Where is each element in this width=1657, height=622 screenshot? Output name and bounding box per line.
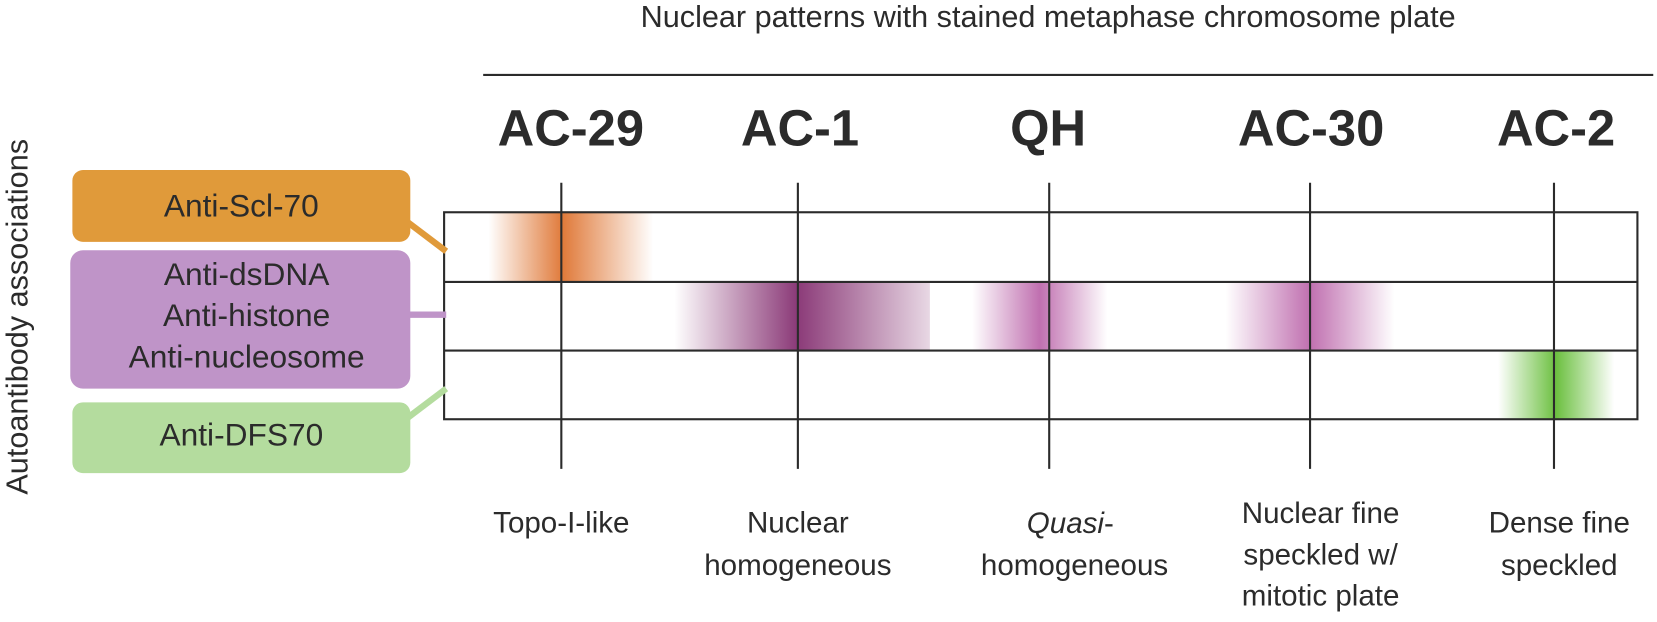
side-label: Autoantibody associations [1, 139, 35, 495]
antibody-box [72, 170, 411, 242]
title: Nuclear patterns with stained metaphase … [641, 0, 1456, 34]
pattern-description: homogeneous [981, 549, 1168, 582]
antibody-label: Anti-dsDNA [164, 256, 330, 292]
pattern-code: AC-30 [1238, 99, 1384, 156]
stain [488, 212, 654, 282]
pattern-description: speckled w/ [1243, 538, 1398, 571]
antibody-box [70, 250, 411, 389]
pattern-description: mitotic plate [1242, 580, 1400, 613]
pattern-description: Nuclear fine [1242, 497, 1400, 530]
antibody-box [72, 402, 411, 474]
stain [674, 281, 930, 351]
pattern-code: AC-2 [1497, 99, 1615, 156]
stain [1498, 350, 1615, 420]
pattern-description: Topo-I-like [493, 507, 629, 540]
stain [972, 281, 1108, 351]
italic-part: Quasi [1027, 507, 1106, 540]
connector [405, 386, 449, 421]
pattern-description: speckled [1501, 549, 1618, 582]
pattern-description: Dense fine [1489, 507, 1630, 540]
pattern-description: Quasi- [1027, 507, 1114, 540]
pattern-description: Nuclear [747, 507, 849, 540]
antibody-label: Anti-histone [163, 297, 330, 333]
connector [405, 219, 449, 254]
antibody-label: Anti-DFS70 [159, 417, 323, 453]
antibody-label: Anti-Scl-70 [164, 187, 319, 223]
antibody-label: Anti-nucleosome [129, 338, 365, 374]
pattern-code: AC-1 [741, 99, 859, 156]
text-part: - [1104, 507, 1114, 540]
pattern-description: homogeneous [704, 549, 891, 582]
pattern-code: QH [1010, 99, 1086, 156]
pattern-code: AC-29 [498, 99, 644, 156]
